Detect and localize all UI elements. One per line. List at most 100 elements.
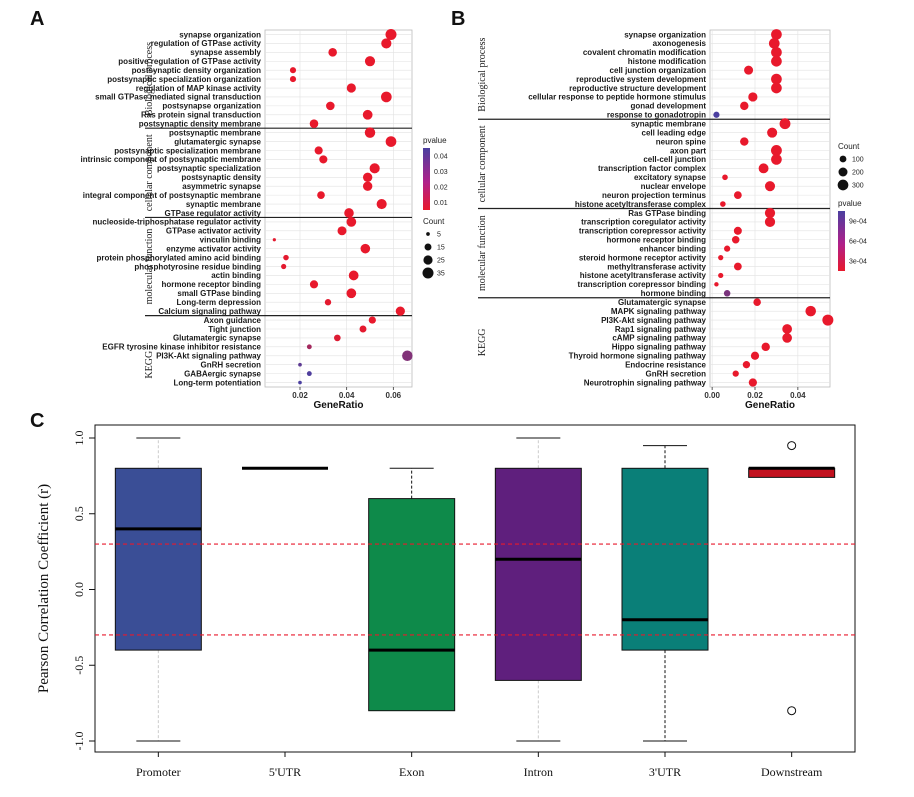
term-label: transcription factor complex <box>598 164 707 173</box>
term-label: hormone binding <box>641 289 706 298</box>
x-tick-label: 5'UTR <box>269 765 301 779</box>
term-label: Long-term depression <box>177 298 262 307</box>
term-label: gonad development <box>630 102 706 111</box>
data-point <box>714 282 719 287</box>
data-point <box>733 191 742 200</box>
color-legend-label: 0.04 <box>434 153 448 160</box>
data-point <box>309 119 319 128</box>
data-point <box>750 351 760 360</box>
term-label: postsynaptic membrane <box>169 128 262 137</box>
data-point <box>298 380 302 385</box>
x-tick-label: 3'UTR <box>649 765 681 779</box>
term-label: Hippo signaling pathway <box>612 343 707 352</box>
term-label: neuron projection terminus <box>602 191 707 200</box>
x-tick-label: Promoter <box>136 765 181 779</box>
term-label: phosphotyrosine residue binding <box>134 262 261 271</box>
data-point <box>402 350 413 362</box>
term-label: asymmetric synapse <box>182 182 261 191</box>
term-label: response to gonadotropin <box>607 111 706 120</box>
section-label: molecular function <box>144 229 155 305</box>
size-legend-label: 5 <box>437 232 441 239</box>
color-legend-title: pvalue <box>838 199 862 208</box>
section-label: Biological process <box>144 42 155 116</box>
data-point <box>319 155 328 164</box>
data-point <box>333 334 341 342</box>
color-legend-label: 3e-04 <box>849 259 867 266</box>
term-label: histone acetyltransferase complex <box>575 200 707 209</box>
data-point <box>764 207 776 219</box>
term-label: GTPase activator activity <box>166 227 262 236</box>
term-label: PI3K-Akt signaling pathway <box>156 352 261 361</box>
term-label: Axon guidance <box>204 316 262 325</box>
term-label: postsynaptic density <box>181 173 261 182</box>
term-label: synapse organization <box>624 30 706 39</box>
term-label: GnRH secretion <box>646 369 707 378</box>
size-legend-dot <box>422 267 434 279</box>
term-label: transcription corepressor binding <box>578 280 707 289</box>
term-label: cell-cell junction <box>643 155 706 164</box>
x-axis-title: GeneRatio <box>745 400 795 411</box>
y-axis-title: Pearson Correlation Coefficient (r) <box>36 484 52 693</box>
term-label: excitatory synapse <box>634 173 707 182</box>
term-label: hormone receptor binding <box>606 236 706 245</box>
term-label: reproductive system development <box>576 75 706 84</box>
data-point <box>272 238 276 242</box>
section-label: molecular function <box>477 215 488 291</box>
data-point <box>359 325 367 333</box>
data-point <box>281 263 287 270</box>
data-point <box>348 270 359 281</box>
term-label: integral component of postsynaptic membr… <box>83 191 262 200</box>
data-point <box>758 163 769 174</box>
color-legend-label: 0.01 <box>434 200 448 207</box>
size-legend-dot <box>837 179 849 191</box>
data-point <box>771 46 782 58</box>
term-label: Tight junction <box>208 325 261 334</box>
data-point <box>740 101 749 111</box>
x-tick-label: Intron <box>524 765 553 779</box>
term-label: glutamatergic synapse <box>174 137 261 146</box>
size-legend-dot <box>424 243 432 251</box>
term-label: GnRH secretion <box>201 360 262 369</box>
x-tick-label: 0.02 <box>747 391 763 400</box>
data-point <box>733 226 742 235</box>
color-legend-label: 0.02 <box>434 184 448 191</box>
data-point <box>771 82 782 94</box>
box-3 <box>494 467 582 681</box>
data-point <box>779 118 791 130</box>
term-label: enzyme activator activity <box>166 244 261 253</box>
data-point <box>309 280 319 289</box>
term-label: axonogenesis <box>653 39 707 48</box>
data-point <box>771 145 782 156</box>
term-label: cAMP signaling pathway <box>612 334 706 343</box>
data-point <box>395 306 405 316</box>
data-point <box>328 48 337 57</box>
size-legend-dot <box>426 232 430 236</box>
data-point <box>314 146 323 155</box>
data-point <box>742 361 751 369</box>
y-tick-label: -1.0 <box>72 732 86 751</box>
data-point <box>723 290 731 297</box>
data-point <box>764 216 776 228</box>
term-label: small GTPase mediated signal transductio… <box>95 93 261 102</box>
term-label: EGFR tyrosine kinase inhibitor resistanc… <box>102 343 261 352</box>
section-label: cellular component <box>144 134 155 211</box>
data-point <box>381 38 392 49</box>
x-tick-label: 0.04 <box>790 391 806 400</box>
data-point <box>771 154 782 165</box>
term-label: covalent chromatin modification <box>583 48 706 57</box>
data-point <box>362 181 373 191</box>
term-label: GTPase regulator activity <box>165 209 262 218</box>
data-point <box>385 28 397 40</box>
term-label: GABAergic synapse <box>184 369 261 378</box>
panel-label-a: A <box>30 8 45 30</box>
data-point <box>771 73 782 85</box>
term-label: Long-term potentiation <box>173 378 261 387</box>
data-point <box>713 111 720 118</box>
term-label: synapse assembly <box>190 48 261 57</box>
data-point <box>324 299 332 306</box>
size-legend-label: 300 <box>852 183 864 190</box>
term-label: steroid hormone receptor activity <box>579 253 707 262</box>
box-2 <box>368 498 456 712</box>
term-label: synapse organization <box>179 30 261 39</box>
